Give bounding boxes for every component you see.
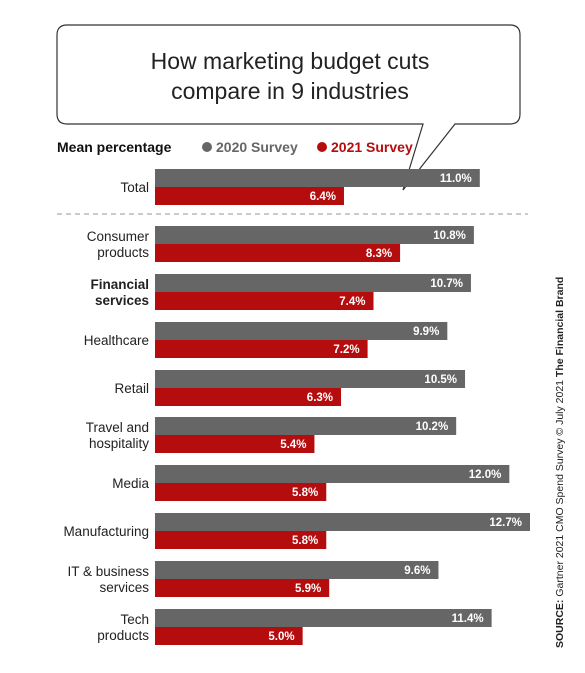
bar-tech-products-2021: [155, 627, 303, 645]
value-label-travel-and-hospitality-2020: 10.2%: [416, 421, 449, 433]
value-label-retail-2021: 6.3%: [307, 392, 333, 404]
category-label-it-and-business-services-line-2: services: [99, 580, 149, 595]
bar-travel-and-hospitality-2021: [155, 435, 315, 453]
value-label-it-and-business-services-2021: 5.9%: [295, 583, 321, 595]
value-label-healthcare-2020: 9.9%: [413, 326, 439, 338]
chart-title-line-1: How marketing budget cuts: [151, 48, 430, 74]
chart-title-line-2: compare in 9 industries: [171, 78, 409, 104]
bar-it-and-business-services-2020: [155, 561, 439, 579]
bar-healthcare-2020: [155, 322, 448, 340]
value-label-tech-products-2020: 11.4%: [452, 613, 484, 625]
category-label-it-and-business-services-line-1: IT & business: [67, 564, 149, 579]
category-label-travel-and-hospitality-line-1: Travel and: [86, 420, 149, 435]
bar-manufacturing-2021: [155, 531, 327, 549]
category-label-tech-products-line-1: Tech: [120, 612, 149, 627]
bar-consumer-products-2020: [155, 226, 474, 244]
source-brand: The Financial Brand: [554, 277, 566, 377]
bar-financial-services-2021: [155, 292, 374, 310]
legend-2021-label: 2021 Survey: [331, 139, 413, 155]
value-label-manufacturing-2021: 5.8%: [292, 535, 318, 547]
bar-consumer-products-2021: [155, 244, 401, 262]
category-label-retail: Retail: [114, 381, 149, 396]
bar-travel-and-hospitality-2020: [155, 417, 457, 435]
value-label-media-2020: 12.0%: [469, 469, 502, 481]
category-label-manufacturing: Manufacturing: [63, 524, 149, 539]
bar-total-2021: [155, 187, 344, 205]
bar-retail-2021: [155, 388, 342, 406]
bar-manufacturing-2020: [155, 513, 530, 531]
category-label-tech-products-line-2: products: [97, 628, 149, 643]
plot-area: Total11.0%6.4%Consumerproducts10.8%8.3%F…: [63, 169, 530, 645]
category-label-media: Media: [112, 476, 149, 491]
bar-media-2020: [155, 465, 510, 483]
legend-label: Mean percentage: [57, 139, 172, 155]
legend-2020-label: 2020 Survey: [216, 139, 298, 155]
title-speech-bubble: [56, 24, 521, 191]
bar-retail-2020: [155, 370, 466, 388]
value-label-financial-services-2020: 10.7%: [430, 278, 463, 290]
bar-media-2021: [155, 483, 327, 501]
value-label-media-2021: 5.8%: [292, 487, 318, 499]
value-label-total-2021: 6.4%: [310, 191, 336, 203]
category-label-financial-services-line-1: Financial: [90, 277, 149, 292]
category-label-consumer-products-line-2: products: [97, 245, 149, 260]
legend: Mean percentage 2020 Survey 2021 Survey: [57, 139, 413, 155]
value-label-it-and-business-services-2020: 9.6%: [404, 565, 430, 577]
bar-financial-services-2020: [155, 274, 471, 292]
bar-it-and-business-services-2021: [155, 579, 330, 597]
bar-healthcare-2021: [155, 340, 368, 358]
bar-tech-products-2020: [155, 609, 492, 627]
legend-2020-marker: [202, 142, 212, 152]
value-label-retail-2020: 10.5%: [424, 374, 457, 386]
bar-total-2020: [155, 169, 480, 187]
value-label-consumer-products-2021: 8.3%: [366, 248, 392, 260]
category-label-financial-services-line-2: services: [95, 293, 149, 308]
value-label-financial-services-2021: 7.4%: [339, 296, 365, 308]
value-label-manufacturing-2020: 12.7%: [489, 517, 522, 529]
category-label-total: Total: [120, 180, 149, 195]
value-label-total-2020: 11.0%: [440, 173, 472, 185]
legend-2021-marker: [317, 142, 327, 152]
category-label-healthcare: Healthcare: [84, 333, 149, 348]
value-label-tech-products-2021: 5.0%: [268, 631, 294, 643]
category-label-travel-and-hospitality-line-2: hospitality: [89, 436, 149, 451]
value-label-healthcare-2021: 7.2%: [333, 344, 359, 356]
source-label: SOURCE:: [554, 600, 566, 648]
source-note: SOURCE: Gartner 2021 CMO Spend Survey © …: [554, 277, 566, 648]
category-label-consumer-products-line-1: Consumer: [87, 229, 150, 244]
source-text: Gartner 2021 CMO Spend Survey © July 202…: [554, 377, 566, 600]
value-label-travel-and-hospitality-2021: 5.4%: [280, 439, 306, 451]
value-label-consumer-products-2020: 10.8%: [433, 230, 466, 242]
